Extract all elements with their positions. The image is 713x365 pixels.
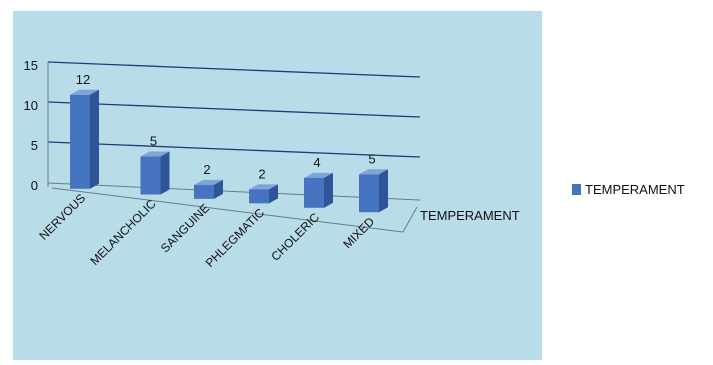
gridline-15: [47, 61, 421, 78]
bar-phlegmatic: [249, 189, 269, 204]
data-label: 5: [368, 151, 375, 166]
bar-side: [269, 184, 278, 204]
bar-top: [249, 184, 278, 190]
legend-label: TEMPERAMENT: [585, 182, 685, 197]
bar-sanguine: [194, 184, 214, 199]
data-label: 5: [150, 134, 157, 149]
bar-side: [214, 179, 223, 199]
bar-side: [160, 151, 170, 195]
bar-mixed: [359, 174, 379, 213]
depth-axis-label: TEMPERAMENT: [420, 208, 520, 223]
floor-front-edge: [51, 187, 404, 233]
bar-choleric: [304, 177, 324, 208]
bar-nervous: [70, 94, 90, 189]
y-tick-label: 5: [31, 138, 38, 153]
bar-top: [140, 151, 170, 157]
y-tick-label: 0: [31, 178, 38, 193]
bar-side: [324, 172, 333, 208]
bar-top: [194, 179, 223, 185]
legend: TEMPERAMENT: [572, 182, 685, 197]
data-label: 12: [76, 72, 90, 87]
data-label: 2: [203, 162, 210, 177]
bar-top: [359, 169, 388, 175]
bar-side: [90, 89, 99, 189]
gridline-5: [47, 141, 421, 158]
bar-top: [70, 89, 99, 95]
gridline-10: [47, 101, 421, 118]
data-label: 2: [258, 166, 265, 181]
data-label: 4: [313, 155, 320, 170]
bar-top: [304, 172, 333, 178]
y-tick-label: 15: [24, 58, 38, 73]
y-tick-label: 10: [24, 98, 38, 113]
floor-back-edge: [47, 182, 421, 201]
bar-melancholic: [140, 156, 161, 195]
bar-side: [379, 169, 388, 213]
floor-side-edge: [402, 206, 418, 233]
legend-swatch: [572, 184, 581, 195]
